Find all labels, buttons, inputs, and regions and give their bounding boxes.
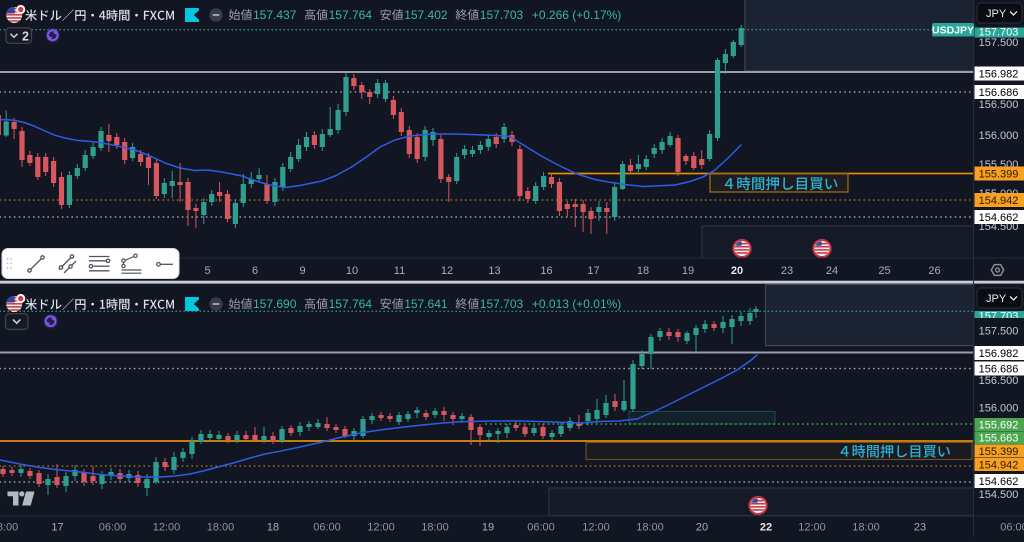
svg-text:155.663: 155.663 xyxy=(979,433,1019,445)
svg-text:12:00: 12:00 xyxy=(582,522,610,534)
svg-text:12: 12 xyxy=(441,265,453,277)
svg-text:26: 26 xyxy=(928,265,940,277)
svg-text:156.000: 156.000 xyxy=(979,130,1019,142)
svg-text:22: 22 xyxy=(760,522,772,534)
svg-text:23: 23 xyxy=(914,522,926,534)
svg-text:155.692: 155.692 xyxy=(979,419,1019,431)
svg-text:154.662: 154.662 xyxy=(979,476,1019,488)
svg-text:18:00: 18:00 xyxy=(852,522,880,534)
svg-text:154.942: 154.942 xyxy=(979,195,1019,207)
svg-text:154.942: 154.942 xyxy=(979,459,1019,471)
svg-text:18:00: 18:00 xyxy=(636,522,664,534)
svg-text:156.982: 156.982 xyxy=(979,68,1019,80)
svg-text:5: 5 xyxy=(204,265,210,277)
svg-text:154.500: 154.500 xyxy=(979,489,1019,501)
svg-text:17: 17 xyxy=(51,522,63,534)
svg-text:JPY: JPY xyxy=(986,8,1007,20)
svg-text:157.764: 157.764 xyxy=(329,8,373,22)
svg-text:18:00: 18:00 xyxy=(0,522,18,534)
svg-text:+0.266 (+0.17%): +0.266 (+0.17%) xyxy=(532,8,621,22)
svg-text:157.703: 157.703 xyxy=(480,297,524,311)
svg-text:157.641: 157.641 xyxy=(404,297,448,311)
svg-text:18: 18 xyxy=(637,265,649,277)
svg-text:+0.013 (+0.01%): +0.013 (+0.01%) xyxy=(532,297,621,311)
svg-text:18:00: 18:00 xyxy=(207,522,235,534)
svg-text:25: 25 xyxy=(878,265,890,277)
svg-text:157.437: 157.437 xyxy=(253,8,297,22)
svg-text:157.703: 157.703 xyxy=(480,8,524,22)
svg-text:11: 11 xyxy=(394,265,405,277)
svg-text:06:00: 06:00 xyxy=(527,522,555,534)
svg-text:6: 6 xyxy=(252,265,258,277)
svg-text:157.703: 157.703 xyxy=(979,26,1019,38)
svg-text:156.000: 156.000 xyxy=(979,402,1019,414)
svg-text:20: 20 xyxy=(731,265,743,277)
svg-text:23: 23 xyxy=(781,265,793,277)
svg-text:155.399: 155.399 xyxy=(979,168,1019,180)
svg-text:10: 10 xyxy=(346,265,358,277)
svg-text:06:00: 06:00 xyxy=(313,522,341,534)
svg-text:157.500: 157.500 xyxy=(979,325,1019,337)
svg-text:157.500: 157.500 xyxy=(979,37,1019,49)
svg-text:12:00: 12:00 xyxy=(798,522,826,534)
svg-text:20: 20 xyxy=(696,522,708,534)
svg-text:156.686: 156.686 xyxy=(979,363,1019,375)
svg-text:USDJPY: USDJPY xyxy=(932,24,974,36)
svg-text:156.500: 156.500 xyxy=(979,99,1019,111)
svg-text:2: 2 xyxy=(22,29,29,43)
svg-text:17: 17 xyxy=(587,265,599,277)
svg-text:JPY: JPY xyxy=(986,293,1007,305)
svg-text:19: 19 xyxy=(682,265,694,277)
svg-text:9: 9 xyxy=(299,265,305,277)
svg-text:157.402: 157.402 xyxy=(404,8,448,22)
svg-text:06:00: 06:00 xyxy=(1000,522,1024,534)
svg-text:24: 24 xyxy=(826,265,838,277)
svg-text:19: 19 xyxy=(482,522,494,534)
svg-text:18:00: 18:00 xyxy=(421,522,449,534)
svg-text:18: 18 xyxy=(267,522,279,534)
svg-text:13: 13 xyxy=(488,265,500,277)
svg-text:12:00: 12:00 xyxy=(153,522,181,534)
svg-text:156.982: 156.982 xyxy=(979,348,1019,360)
svg-text:157.690: 157.690 xyxy=(253,297,297,311)
svg-text:12:00: 12:00 xyxy=(367,522,395,534)
svg-text:16: 16 xyxy=(540,265,552,277)
svg-text:156.500: 156.500 xyxy=(979,375,1019,387)
svg-text:157.764: 157.764 xyxy=(329,297,373,311)
svg-text:156.686: 156.686 xyxy=(979,87,1019,99)
svg-text:06:00: 06:00 xyxy=(99,522,127,534)
svg-text:155.399: 155.399 xyxy=(979,446,1019,458)
svg-text:154.662: 154.662 xyxy=(979,212,1019,224)
